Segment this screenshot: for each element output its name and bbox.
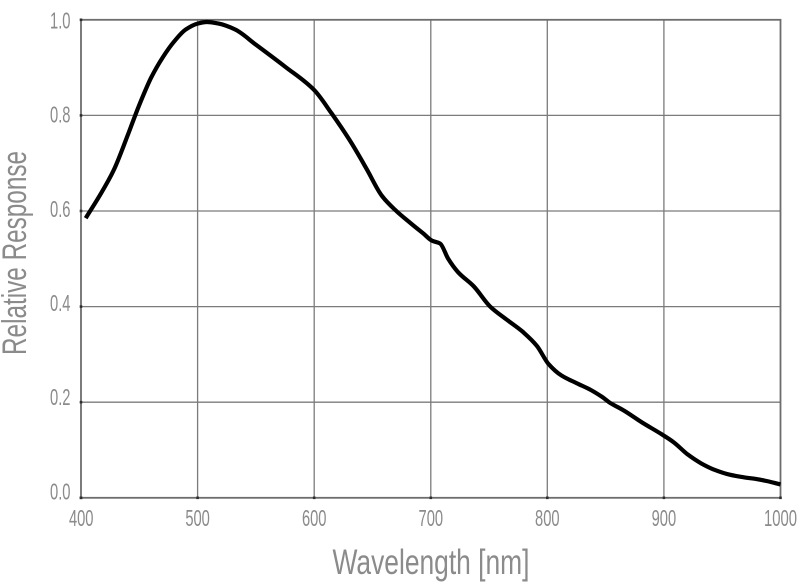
- svg-text:600: 600: [302, 505, 327, 531]
- svg-text:800: 800: [535, 505, 560, 531]
- svg-text:0.8: 0.8: [50, 102, 71, 128]
- svg-text:0.0: 0.0: [50, 478, 71, 504]
- svg-text:900: 900: [652, 505, 677, 531]
- svg-text:Wavelength [nm]: Wavelength [nm]: [333, 543, 530, 582]
- svg-text:1000: 1000: [764, 505, 797, 531]
- svg-text:0.4: 0.4: [50, 290, 71, 316]
- svg-text:0.6: 0.6: [50, 196, 71, 222]
- svg-text:400: 400: [69, 505, 94, 531]
- svg-text:700: 700: [419, 505, 444, 531]
- svg-text:1.0: 1.0: [50, 8, 71, 34]
- svg-text:0.2: 0.2: [50, 384, 71, 410]
- svg-text:500: 500: [185, 505, 210, 531]
- svg-text:Relative Response: Relative Response: [0, 151, 34, 355]
